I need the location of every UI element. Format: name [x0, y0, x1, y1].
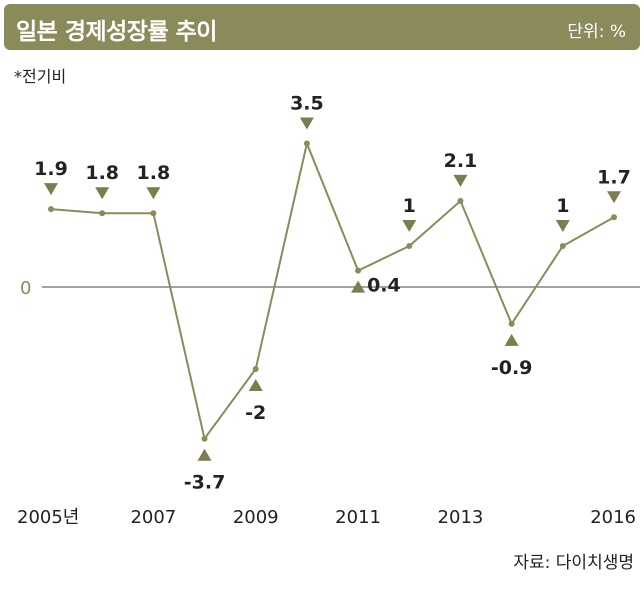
- chart-title: 일본 경제성장률 추이: [16, 19, 217, 45]
- x-tick-label: 2005년: [17, 507, 79, 528]
- data-label: 3.5: [290, 93, 324, 115]
- down-triangle-marker: [555, 220, 570, 232]
- data-point: [48, 206, 54, 213]
- up-triangle-marker: [351, 280, 366, 293]
- up-triangle-marker: [197, 448, 212, 461]
- data-point: [406, 243, 413, 249]
- up-triangle-marker: [504, 333, 519, 346]
- data-point: [508, 320, 515, 327]
- down-triangle-marker: [607, 191, 621, 204]
- unit-label: 단위: %: [567, 22, 626, 42]
- down-triangle-marker: [146, 187, 161, 200]
- data-point: [611, 214, 617, 221]
- x-tick-label: 2011: [335, 507, 381, 528]
- data-point: [201, 435, 208, 442]
- growth-rate-line: [50, 140, 615, 442]
- data-label: 1.8: [85, 162, 119, 184]
- up-triangle-marker: [248, 379, 263, 391]
- data-point: [303, 140, 310, 147]
- x-tick-label: 2016: [590, 507, 636, 528]
- down-triangle-marker: [402, 220, 417, 232]
- data-label: 1.8: [137, 162, 171, 184]
- down-triangle-marker: [299, 117, 314, 130]
- chart-header: 일본 경제성장률 추이 단위: %: [4, 4, 640, 50]
- data-label: 1: [556, 195, 569, 217]
- data-label: -0.9: [491, 357, 533, 379]
- data-point: [457, 197, 464, 204]
- data-label: 2.1: [444, 150, 478, 172]
- data-label: 1.7: [597, 166, 631, 188]
- data-label: -3.7: [184, 472, 226, 494]
- down-triangle-marker: [95, 187, 110, 200]
- data-point: [559, 243, 566, 249]
- x-tick-label: 2007: [130, 507, 176, 528]
- x-tick-label: 2009: [233, 507, 279, 528]
- data-point: [99, 210, 106, 217]
- x-tick-label: 2013: [438, 507, 484, 528]
- down-triangle-marker: [453, 174, 468, 187]
- down-triangle-marker: [44, 183, 58, 196]
- data-label: 0.4: [367, 275, 401, 297]
- data-label: 1: [403, 195, 416, 217]
- data-point: [252, 366, 259, 372]
- source-note: 자료: 다이치생명: [513, 553, 634, 573]
- y-tick-label: 0: [20, 278, 31, 299]
- data-label: 1.9: [34, 158, 68, 180]
- data-point: [355, 267, 362, 274]
- data-label: -2: [245, 402, 266, 424]
- footnote: *전기비: [14, 67, 67, 86]
- data-point: [150, 210, 157, 217]
